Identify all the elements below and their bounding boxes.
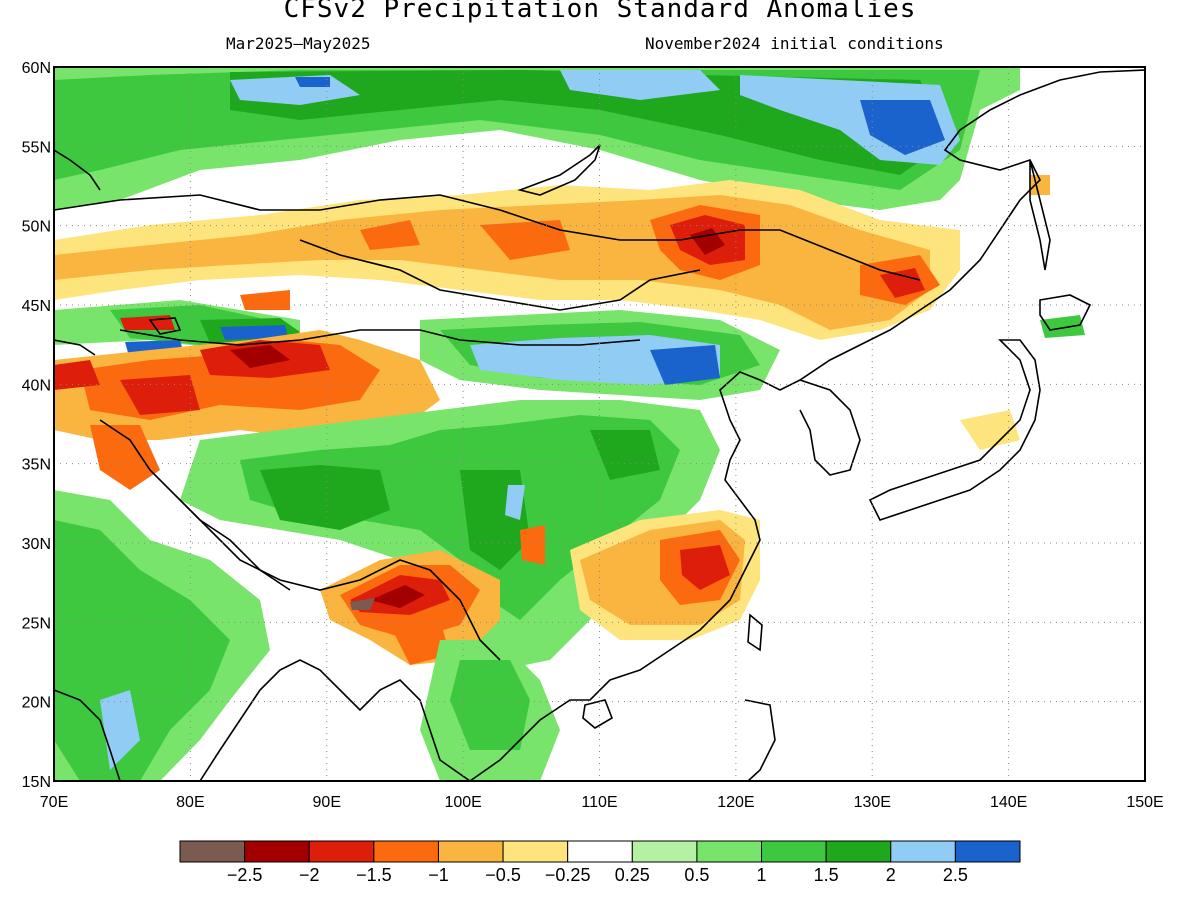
colorbar-label: −1 bbox=[428, 865, 449, 885]
colorbar-label: 0.5 bbox=[684, 865, 709, 885]
initial-conditions: November2024 initial conditions bbox=[645, 34, 944, 53]
colorbar-label: −2.5 bbox=[227, 865, 263, 885]
colorbar-swatch bbox=[825, 840, 892, 863]
colorbar-swatch bbox=[502, 840, 569, 863]
colorbar-swatch bbox=[437, 840, 504, 863]
lat-tick-label: 45N bbox=[22, 298, 51, 315]
lat-tick-label: 15N bbox=[22, 774, 51, 791]
latitude-labels: 60N 55N 50N 45N 40N 35N 30N 25N 20N 15N bbox=[22, 60, 51, 791]
colorbar-swatch bbox=[696, 840, 763, 863]
lon-tick-label: 90E bbox=[313, 794, 341, 811]
colorbar: −2.5 −2 −1.5 −1 −0.5 −0.25 0.25 0.5 1 1.5 2 2.5 bbox=[179, 840, 1021, 885]
colorbar-swatch bbox=[890, 840, 956, 863]
lon-tick-label: 150E bbox=[1126, 794, 1163, 811]
colorbar-label: −2 bbox=[299, 865, 320, 885]
gridlines bbox=[54, 67, 1145, 781]
lat-tick-label: 30N bbox=[22, 536, 51, 553]
colorbar-swatch bbox=[373, 840, 439, 863]
colorbar-label: −1.5 bbox=[356, 865, 392, 885]
colorbar-label: 2 bbox=[886, 865, 896, 885]
colorbar-swatch bbox=[179, 840, 246, 863]
colorbar-swatch bbox=[631, 840, 698, 863]
colorbar-label: 1.5 bbox=[814, 865, 839, 885]
chart-title: CFSv2 Precipitation Standard Anomalies bbox=[283, 0, 917, 24]
lon-tick-label: 130E bbox=[854, 794, 891, 811]
lat-tick-label: 50N bbox=[22, 219, 51, 236]
anomaly-field bbox=[54, 67, 1145, 781]
colorbar-swatch bbox=[308, 840, 375, 863]
lat-tick-label: 20N bbox=[22, 695, 51, 712]
lon-tick-label: 140E bbox=[990, 794, 1027, 811]
colorbar-label: 2.5 bbox=[943, 865, 968, 885]
lat-tick-label: 40N bbox=[22, 377, 51, 394]
longitude-labels: 70E 80E 90E 100E 110E 120E 130E 140E 150E bbox=[40, 794, 1164, 811]
colorbar-swatch bbox=[954, 840, 1021, 863]
lon-tick-label: 110E bbox=[581, 794, 617, 811]
forecast-period: Mar2025–May2025 bbox=[226, 34, 371, 53]
lon-tick-label: 120E bbox=[717, 794, 754, 811]
colorbar-label: −0.25 bbox=[545, 865, 591, 885]
lat-tick-label: 35N bbox=[22, 457, 51, 474]
lat-tick-label: 60N bbox=[22, 60, 51, 77]
colorbar-label: −0.5 bbox=[485, 865, 521, 885]
lat-tick-label: 55N bbox=[22, 139, 51, 156]
colorbar-swatch bbox=[567, 840, 633, 863]
colorbar-label: 1 bbox=[757, 865, 767, 885]
colorbar-label: 0.25 bbox=[615, 865, 650, 885]
plot-frame bbox=[53, 66, 1146, 782]
lon-tick-label: 70E bbox=[40, 794, 68, 811]
lon-tick-label: 80E bbox=[176, 794, 204, 811]
coastlines bbox=[54, 69, 1145, 781]
colorbar-swatch bbox=[244, 840, 310, 863]
lon-tick-label: 100E bbox=[444, 794, 481, 811]
colorbar-swatch bbox=[761, 840, 827, 863]
lat-tick-label: 25N bbox=[22, 615, 51, 632]
